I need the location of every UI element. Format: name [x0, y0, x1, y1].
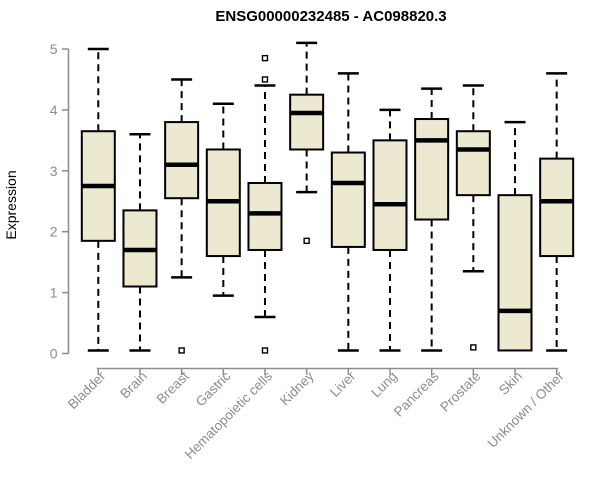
x-category-label: Skin [496, 369, 525, 398]
boxplot-breast [164, 78, 200, 354]
x-category-label: Brain [117, 369, 150, 402]
y-axis-label: Expression [3, 170, 19, 239]
boxplot-prostate [455, 84, 491, 351]
outlier-point [303, 237, 310, 245]
boxplot-skin [497, 120, 533, 352]
boxplot-hematopoietic-cells [247, 54, 283, 354]
x-category-label: Prostate [437, 369, 483, 415]
iqr-box [497, 194, 533, 352]
boxplot-unknown-other [539, 72, 575, 352]
x-category-label: Lung [368, 369, 400, 401]
outlier-point [261, 76, 269, 83]
x-category-label: Liver [327, 368, 359, 400]
boxplot-bladder [80, 47, 116, 352]
boxplot-brain [122, 133, 158, 352]
y-tick-label: 4 [50, 102, 58, 118]
outlier-point [261, 54, 269, 62]
x-category-label: Kidney [277, 368, 317, 408]
boxplot-gastric [205, 102, 241, 297]
x-category-label: Gastric [193, 368, 234, 409]
x-category-label: Unknown / Other [485, 368, 568, 451]
boxplot-kidney [289, 41, 325, 245]
boxplot-pancreas [414, 87, 450, 352]
iqr-box [164, 121, 200, 200]
iqr-box [414, 118, 450, 221]
iqr-box [247, 181, 283, 251]
y-tick-label: 3 [50, 163, 58, 179]
boxplot-series [80, 41, 575, 354]
iqr-box [289, 93, 325, 151]
iqr-box [455, 130, 491, 197]
y-tick-label: 5 [50, 41, 58, 57]
outlier-point [178, 347, 185, 354]
iqr-box [330, 151, 366, 248]
y-tick-label: 0 [50, 346, 58, 362]
boxplot-lung [372, 108, 408, 352]
outlier-point [261, 347, 269, 354]
x-category-label: Pancreas [391, 368, 442, 419]
iqr-box [539, 157, 575, 258]
boxplot-liver [330, 72, 366, 352]
iqr-box [372, 139, 408, 251]
outlier-point [470, 344, 477, 351]
x-category-label: Bladder [65, 368, 109, 412]
y-tick-label: 1 [50, 285, 58, 301]
x-category-label: Breast [154, 368, 192, 406]
chart-title: ENSG00000232485 - AC098820.3 [215, 8, 446, 25]
y-tick-label: 2 [50, 224, 58, 240]
